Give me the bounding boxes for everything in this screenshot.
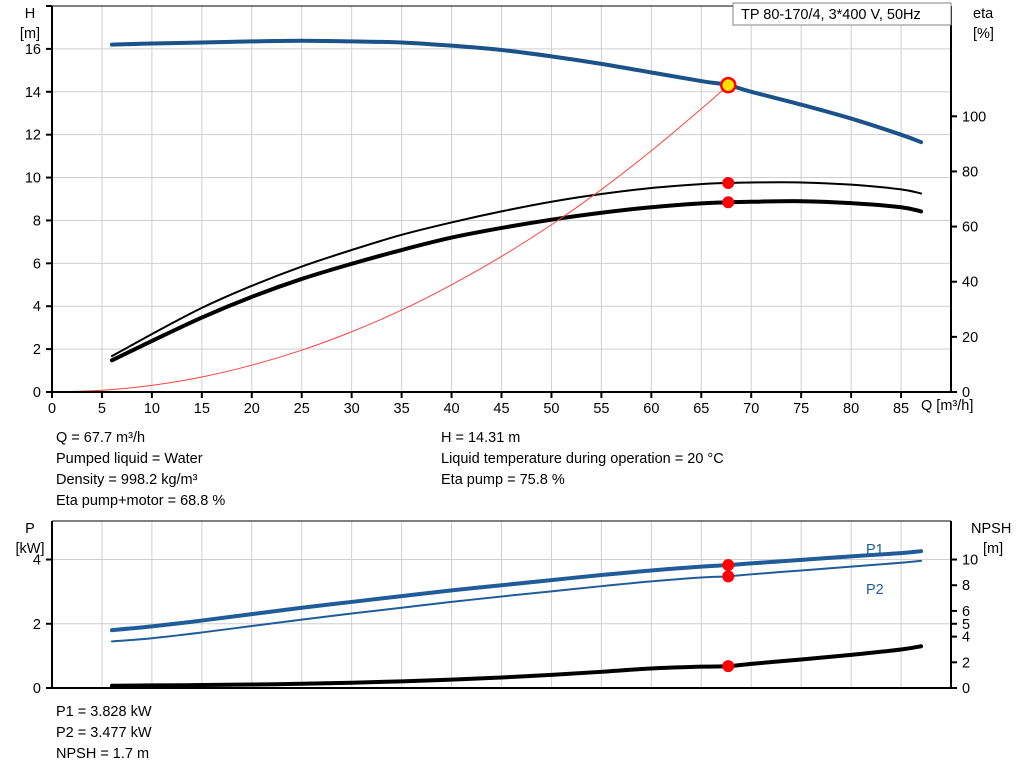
y-tick-label-right: 8 <box>962 578 970 594</box>
duty-point-marker[interactable] <box>722 559 734 571</box>
x-tick-label: 80 <box>843 401 859 417</box>
top-right-axis-name: eta <box>973 6 994 22</box>
curve-p2 <box>112 561 921 642</box>
y-tick-label-left: 4 <box>33 299 41 315</box>
y-tick-label-right: 80 <box>962 164 978 180</box>
bottom-right-axis-unit: [m] <box>983 541 1003 557</box>
x-tick-label: 20 <box>244 401 260 417</box>
x-tick-label: 10 <box>144 401 160 417</box>
model-title-text: TP 80-170/4, 3*400 V, 50Hz <box>741 7 921 23</box>
power-info-line-0: P1 = 3.828 kW <box>56 702 152 723</box>
top-x-axis-label: Q [m³/h] <box>921 398 973 414</box>
y-tick-label-right: 40 <box>962 275 978 291</box>
x-tick-label: 15 <box>194 401 210 417</box>
curve-npsh <box>112 646 921 685</box>
p1-curve-label: P1 <box>866 542 884 558</box>
duty-info-left-line-0: Q = 67.7 m³/h <box>56 428 225 449</box>
y-tick-label-left: 2 <box>33 342 41 358</box>
duty-info-left-line-2: Density = 998.2 kg/m³ <box>56 470 225 491</box>
duty-point-marker[interactable] <box>722 660 734 672</box>
power-npsh-chart: 02402468105 P [kW] NPSH [m] P1 P2 <box>0 515 1024 705</box>
duty-info-right-line-0: H = 14.31 m <box>441 428 724 449</box>
y-tick-label-left: 14 <box>25 85 41 101</box>
x-tick-label: 5 <box>98 401 106 417</box>
x-tick-label: 50 <box>543 401 559 417</box>
curve-eta-pump-motor <box>112 201 921 360</box>
head-efficiency-chart: 0246810121416020406080100051015202530354… <box>0 0 1024 420</box>
y-tick-label-left: 2 <box>33 617 41 633</box>
curve-eta-pump <box>112 182 921 356</box>
bottom-left-axis-unit: [kW] <box>16 541 45 557</box>
y-tick-label-left: 0 <box>33 385 41 401</box>
duty-point-marker[interactable] <box>722 177 734 189</box>
duty-info-left-line-1: Pumped liquid = Water <box>56 449 225 470</box>
x-tick-label: 0 <box>48 401 56 417</box>
top-left-axis-unit: [m] <box>20 26 40 42</box>
duty-point-marker-head[interactable] <box>721 78 735 92</box>
duty-info-left-line-3: Eta pump+motor = 68.8 % <box>56 491 225 512</box>
y-tick-label-right: 20 <box>962 330 978 346</box>
power-info: P1 = 3.828 kW P2 = 3.477 kW NPSH = 1.7 m <box>56 702 152 765</box>
y-tick-label-right: 10 <box>962 553 978 569</box>
model-title-box: TP 80-170/4, 3*400 V, 50Hz <box>733 3 951 25</box>
top-chart-curves <box>52 41 921 392</box>
y-tick-label-left: 16 <box>25 42 41 58</box>
p2-curve-label: P2 <box>866 582 884 598</box>
x-tick-label: 75 <box>793 401 809 417</box>
top-left-axis-name: H <box>25 6 35 22</box>
duty-info-right: H = 14.31 m Liquid temperature during op… <box>441 428 724 491</box>
top-chart-tick-labels: 0246810121416020406080100051015202530354… <box>25 42 986 417</box>
y-tick-label-left: 12 <box>25 128 41 144</box>
x-tick-label: 35 <box>394 401 410 417</box>
y-tick-label-left: 0 <box>33 681 41 697</box>
x-tick-label: 45 <box>493 401 509 417</box>
pump-curve-page: 0246810121416020406080100051015202530354… <box>0 0 1024 781</box>
x-tick-label: 85 <box>893 401 909 417</box>
y-tick-label-right: 0 <box>962 681 970 697</box>
top-right-axis-unit: [%] <box>973 26 994 42</box>
bottom-chart-gridlines <box>52 521 951 688</box>
bottom-chart-svg: 02402468105 P [kW] NPSH [m] P1 P2 <box>0 515 1024 705</box>
curve-p1 <box>112 551 921 630</box>
power-info-line-2: NPSH = 1.7 m <box>56 744 152 765</box>
x-tick-label: 40 <box>443 401 459 417</box>
bottom-left-axis-name: P <box>25 521 35 537</box>
power-info-line-1: P2 = 3.477 kW <box>56 723 152 744</box>
top-chart-duty-markers <box>721 78 735 208</box>
bottom-right-axis-name: NPSH <box>971 521 1011 537</box>
y-tick-label-left: 8 <box>33 213 41 229</box>
x-tick-label: 25 <box>294 401 310 417</box>
x-tick-label: 30 <box>344 401 360 417</box>
top-chart-gridlines <box>52 6 951 392</box>
x-tick-label: 60 <box>643 401 659 417</box>
bottom-chart-curves <box>112 551 921 686</box>
y-tick-label-right: 2 <box>962 655 970 671</box>
duty-point-marker[interactable] <box>722 196 734 208</box>
top-chart-svg: 0246810121416020406080100051015202530354… <box>0 0 1024 420</box>
duty-info-right-line-1: Liquid temperature during operation = 20… <box>441 449 724 470</box>
bottom-chart-duty-markers <box>722 559 734 672</box>
y-tick-label-right: 100 <box>962 109 986 125</box>
y-tick-label-right-extra: 5 <box>962 617 970 633</box>
duty-info-left: Q = 67.7 m³/h Pumped liquid = Water Dens… <box>56 428 225 512</box>
x-tick-label: 55 <box>593 401 609 417</box>
x-tick-label: 70 <box>743 401 759 417</box>
duty-point-marker[interactable] <box>722 570 734 582</box>
y-tick-label-left: 6 <box>33 256 41 272</box>
x-tick-label: 65 <box>693 401 709 417</box>
duty-info-right-line-2: Eta pump = 75.8 % <box>441 470 724 491</box>
y-tick-label-right: 60 <box>962 220 978 236</box>
y-tick-label-left: 10 <box>25 171 41 187</box>
